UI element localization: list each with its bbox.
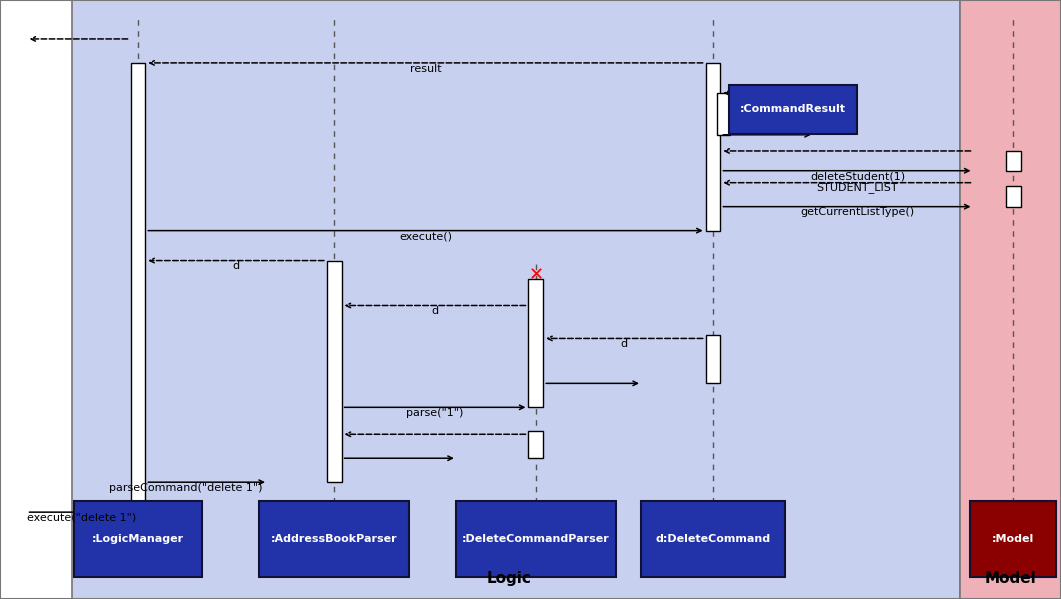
Text: :DeleteCommandParser: :DeleteCommandParser [462, 534, 610, 544]
Text: ✕: ✕ [528, 267, 543, 285]
Bar [960, 0, 1061, 599]
Text: deleteStudent(1): deleteStudent(1) [810, 171, 905, 181]
Bar [706, 63, 720, 231]
Text: getCurrentListType(): getCurrentListType() [800, 207, 915, 217]
Text: execute(): execute() [399, 231, 452, 241]
FancyBboxPatch shape [729, 85, 857, 134]
FancyBboxPatch shape [456, 501, 615, 577]
Text: parseCommand("delete 1"): parseCommand("delete 1") [108, 483, 262, 493]
FancyBboxPatch shape [259, 501, 410, 577]
Text: d:DeleteCommand: d:DeleteCommand [656, 534, 770, 544]
Text: Logic: Logic [487, 570, 532, 586]
Bar [1006, 151, 1021, 171]
Bar [1006, 186, 1021, 207]
FancyBboxPatch shape [970, 501, 1056, 577]
Bar [131, 63, 145, 512]
Text: STUDENT_LIST: STUDENT_LIST [817, 183, 899, 193]
Text: execute("delete 1"): execute("delete 1") [27, 513, 136, 523]
Text: result: result [410, 63, 441, 74]
FancyBboxPatch shape [641, 501, 785, 577]
Bar [0, 0, 72, 599]
Text: :AddressBookParser: :AddressBookParser [271, 534, 398, 544]
Text: :Model: :Model [992, 534, 1034, 544]
Bar [327, 261, 342, 482]
Text: d: d [232, 261, 240, 271]
Text: :LogicManager: :LogicManager [92, 534, 184, 544]
Bar [528, 431, 543, 458]
Text: Model: Model [985, 570, 1036, 586]
Text: :CommandResult: :CommandResult [741, 104, 846, 114]
Text: parse("1"): parse("1") [406, 408, 464, 418]
Text: d: d [432, 306, 438, 316]
Bar [528, 279, 543, 407]
Bar [717, 93, 730, 135]
Bar [72, 0, 960, 599]
Text: d: d [621, 339, 628, 349]
FancyBboxPatch shape [74, 501, 202, 577]
Bar [706, 335, 720, 383]
